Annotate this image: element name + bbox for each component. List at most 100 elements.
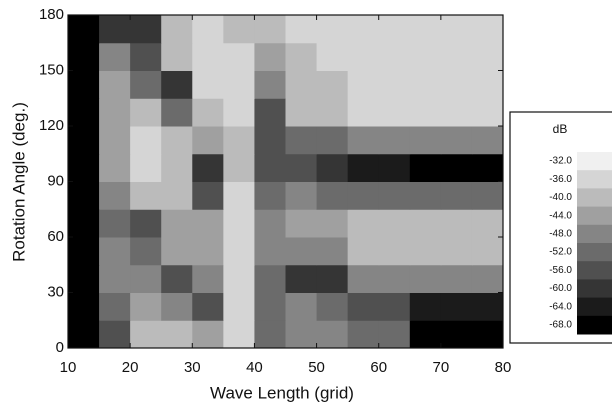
heat-cell — [161, 209, 193, 238]
heat-cell — [254, 15, 286, 44]
x-tick-label: 40 — [246, 359, 263, 376]
heat-cell — [99, 98, 131, 127]
heat-cell — [347, 70, 380, 99]
heat-cell — [316, 70, 349, 99]
heat-cell — [130, 292, 162, 321]
heat-cell — [471, 70, 504, 99]
heat-cell — [254, 42, 286, 71]
heat-cell — [316, 42, 349, 71]
heat-cell — [192, 42, 224, 71]
colorbar-swatch — [577, 315, 612, 335]
heat-cell — [440, 153, 473, 182]
heat-cell — [285, 292, 318, 321]
heat-cell — [130, 237, 162, 266]
heat-cell — [192, 153, 224, 182]
heat-cell — [161, 98, 193, 127]
heat-cell — [192, 70, 224, 99]
heat-cell — [192, 237, 224, 266]
colorbar-label: -32.0 — [549, 156, 572, 167]
heat-cell — [99, 126, 131, 155]
colorbar-swatch — [577, 297, 612, 317]
heat-cell — [440, 209, 473, 238]
heat-cell — [130, 264, 162, 293]
heat-cell — [223, 320, 255, 349]
heat-cell — [285, 153, 318, 182]
x-tick-label: 80 — [495, 359, 512, 376]
heat-cell — [378, 237, 411, 266]
colorbar-swatch — [577, 152, 612, 171]
heat-cell — [378, 70, 411, 99]
heat-cell — [440, 98, 473, 127]
heat-cell — [254, 153, 286, 182]
heat-cell — [409, 320, 442, 349]
heat-cell — [347, 292, 380, 321]
heat-cell — [378, 264, 411, 293]
heat-cell — [409, 153, 442, 182]
heat-cell — [68, 42, 100, 71]
heat-cell — [471, 209, 504, 238]
colorbar-box — [509, 111, 612, 344]
heat-cell — [99, 209, 131, 238]
heat-cell — [192, 209, 224, 238]
heat-cell — [347, 181, 380, 210]
heat-cell — [68, 237, 100, 266]
heat-cell — [130, 209, 162, 238]
heat-cell — [347, 126, 380, 155]
heat-cell — [223, 98, 255, 127]
heat-cell — [130, 42, 162, 71]
y-tick-label: 0 — [56, 339, 64, 356]
heat-cell — [99, 320, 131, 349]
heat-cell — [192, 15, 224, 44]
heat-cell — [471, 181, 504, 210]
heat-cell — [254, 209, 286, 238]
heat-cell — [161, 15, 193, 44]
heat-cell — [99, 15, 131, 44]
heat-cell — [161, 292, 193, 321]
heat-cell — [161, 153, 193, 182]
heat-cell — [285, 70, 318, 99]
heat-cell — [378, 292, 411, 321]
heat-cell — [254, 181, 286, 210]
heat-cell — [347, 153, 380, 182]
heat-cell — [130, 153, 162, 182]
heat-cell — [130, 320, 162, 349]
colorbar-swatch — [577, 243, 612, 262]
heat-cell — [409, 264, 442, 293]
colorbar-label: -40.0 — [549, 192, 572, 203]
heat-cell — [471, 15, 504, 44]
colorbar-label: -44.0 — [549, 210, 572, 221]
heat-cell — [192, 181, 224, 210]
heat-cell — [99, 292, 131, 321]
heat-cell — [285, 42, 318, 71]
heat-cell — [223, 126, 255, 155]
heat-cell — [68, 264, 100, 293]
heat-cell — [285, 181, 318, 210]
heat-cell — [347, 98, 380, 127]
heat-cell — [347, 320, 380, 349]
heat-cell — [409, 209, 442, 238]
heat-cell — [316, 264, 349, 293]
heat-cell — [378, 181, 411, 210]
heat-cell — [316, 153, 349, 182]
heat-cell — [130, 126, 162, 155]
x-tick-label: 70 — [433, 359, 450, 376]
heat-cell — [68, 320, 100, 349]
colorbar-label: -64.0 — [549, 301, 572, 312]
heat-cell — [99, 264, 131, 293]
colorbar-label: -52.0 — [549, 247, 572, 258]
heat-cell — [68, 15, 100, 44]
heat-cell — [378, 153, 411, 182]
colorbar-swatch — [577, 261, 612, 280]
colorbar-label: -36.0 — [549, 174, 572, 185]
heat-cell — [347, 15, 380, 44]
colorbar-label: -48.0 — [549, 229, 572, 240]
heat-cell — [471, 292, 504, 321]
heat-cell — [99, 153, 131, 182]
heat-cell — [316, 15, 349, 44]
heat-cell — [161, 237, 193, 266]
heat-cell — [223, 292, 255, 321]
heat-cell — [347, 264, 380, 293]
x-tick-label: 30 — [184, 359, 201, 376]
x-tick-label: 20 — [122, 359, 139, 376]
colorbar-label: -68.0 — [549, 320, 572, 331]
